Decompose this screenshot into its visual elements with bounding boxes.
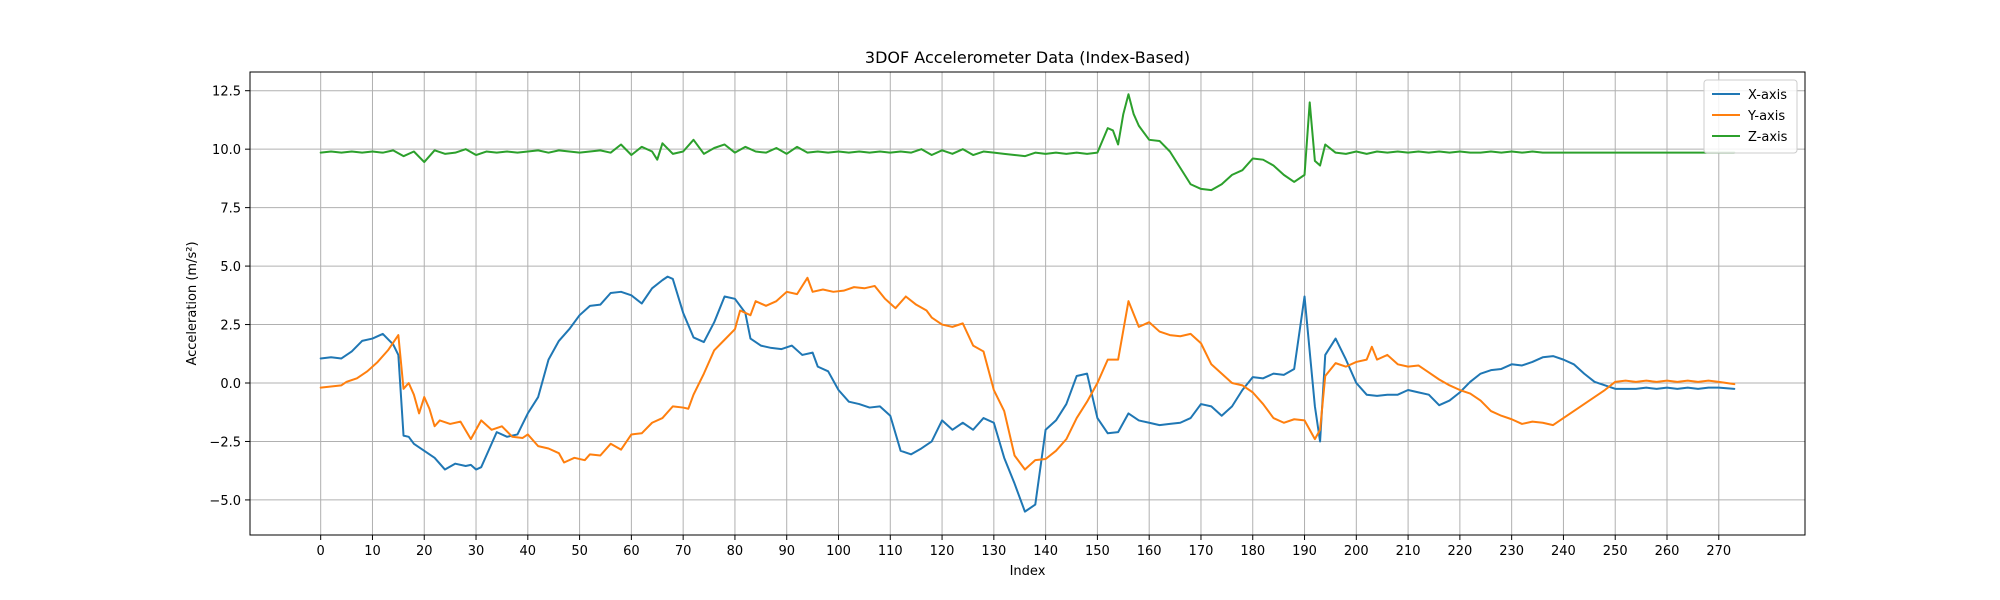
x-tick-label: 150: [1085, 544, 1110, 559]
x-tick-label: 80: [727, 544, 744, 559]
plot-frame: [249, 71, 1806, 536]
x-tick-label: 0: [317, 544, 325, 559]
series-lines: [319, 93, 1736, 513]
x-tick-label: 220: [1447, 544, 1472, 559]
y-tick-label: 7.5: [220, 202, 241, 217]
x-tick-label: 190: [1292, 544, 1317, 559]
x-tick-label: 270: [1706, 544, 1731, 559]
legend-box: [1703, 79, 1798, 154]
x-tick-label: 130: [981, 544, 1006, 559]
legend-label: Y-axis: [1747, 109, 1785, 124]
x-tick-label: 240: [1551, 544, 1576, 559]
y-tick-label: 5.0: [220, 260, 241, 275]
series-line-x-axis: [319, 275, 1736, 513]
x-tick-label: 210: [1396, 544, 1421, 559]
x-tick-label: 170: [1189, 544, 1214, 559]
x-tick-label: 180: [1240, 544, 1265, 559]
x-tick-label: 30: [468, 544, 485, 559]
x-tick-label: 200: [1344, 544, 1369, 559]
x-tick-label: 160: [1137, 544, 1162, 559]
series-line-z-axis: [319, 93, 1736, 192]
x-tick-label: 50: [571, 544, 588, 559]
x-tick-label: 60: [623, 544, 640, 559]
x-tick-label: 70: [675, 544, 692, 559]
x-axis-label: Index: [1010, 564, 1046, 579]
x-tick-label: 120: [930, 544, 955, 559]
axis-ticks: 0 10 20 30 40 50 60 70 80 90 100 110 120 130 140 150 160…: [209, 85, 1731, 559]
x-tick-label: 40: [520, 544, 537, 559]
x-tick-label: 20: [416, 544, 433, 559]
x-tick-label: 140: [1033, 544, 1058, 559]
legend: X-axis Y-axis Z-axis: [1703, 79, 1798, 154]
series-line-y-axis: [319, 276, 1736, 471]
x-tick-label: 250: [1603, 544, 1628, 559]
chart-title: 3DOF Accelerometer Data (Index-Based): [865, 48, 1190, 67]
x-tick-label: 90: [778, 544, 795, 559]
legend-label: Z-axis: [1748, 130, 1788, 145]
y-tick-label: 0.0: [220, 377, 241, 392]
x-tick-label: 260: [1655, 544, 1680, 559]
x-tick-label: 230: [1499, 544, 1524, 559]
x-tick-label: 110: [878, 544, 903, 559]
y-tick-label: 2.5: [220, 319, 241, 334]
x-tick-label: 10: [364, 544, 381, 559]
x-tick-label: 100: [826, 544, 851, 559]
y-axis-label: Acceleration (m/s²): [185, 241, 200, 365]
y-tick-label: −5.0: [209, 494, 241, 509]
y-tick-label: −2.5: [209, 435, 241, 450]
y-tick-label: 10.0: [212, 143, 241, 158]
grid: [250, 72, 1805, 535]
y-tick-label: 12.5: [212, 85, 241, 100]
legend-label: X-axis: [1748, 88, 1787, 103]
